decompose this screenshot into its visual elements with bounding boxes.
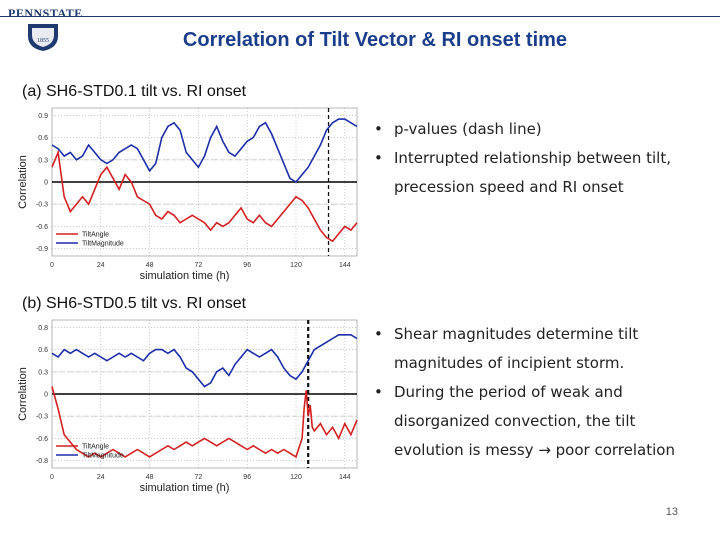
bullet-item: Shear magnitudes determine tilt magnitud… (372, 320, 702, 378)
bullet-item: During the period of weak and disorganiz… (372, 378, 702, 465)
series-line-tiltmagnitude (51, 334, 358, 388)
y-tick-label: -0.9 (36, 246, 48, 253)
bullet-item: p-values (dash line) (372, 115, 702, 144)
correlation-chart-a: (a) SH6-STD0.1 tilt vs. RI onset 0 24 48 72 9… (10, 78, 365, 288)
legend-entry: TiltMagnitude (82, 241, 124, 248)
x-tick-label: 24 (97, 262, 105, 269)
legend-entry: TiltAngle (82, 232, 109, 239)
x-tick-label: 72 (195, 474, 203, 481)
x-tick-label: 120 (290, 474, 302, 481)
bullet-list-bottom: Shear magnitudes determine tilt magnitud… (372, 320, 702, 465)
slide-title: Correlation of Tilt Vector & RI onset ti… (182, 29, 568, 51)
y-tick-label: -0.3 (36, 202, 48, 209)
y-tick-label: -0.3 (36, 414, 48, 421)
legend-entry: TiltMagnitude (82, 453, 124, 460)
chart-title: (b) SH6-STD0.5 tilt vs. RI onset (22, 295, 247, 312)
y-tick-label: -0.6 (36, 436, 48, 443)
y-tick-label: -0.8 (36, 458, 48, 465)
correlation-chart-b: (b) SH6-STD0.5 tilt vs. RI onset 0 24 48 72 9… (10, 290, 365, 500)
y-tick-label: 0.9 (38, 113, 48, 120)
shield-icon: 1855 (28, 24, 58, 51)
y-tick-label: 0 (44, 180, 48, 187)
x-tick-label: 48 (146, 474, 154, 481)
x-tick-label: 0 (50, 474, 54, 481)
x-tick-label: 96 (243, 262, 251, 269)
y-tick-label: 0.8 (38, 325, 48, 332)
logo-wordmark: PENNSTATE (8, 6, 83, 20)
x-tick-label: 24 (97, 474, 105, 481)
series-line-tiltangle (51, 386, 358, 459)
slide-number: 13 (665, 506, 678, 518)
y-tick-label: 0.6 (38, 347, 48, 354)
y-tick-label: -0.6 (36, 224, 48, 231)
y-tick-label: 0 (44, 392, 48, 399)
x-axis-label: simulation time (h) (140, 482, 230, 494)
x-axis-label: simulation time (h) (140, 270, 230, 282)
series-line-tiltmagnitude (51, 118, 358, 184)
chart-a-svg: (a) SH6-STD0.1 tilt vs. RI onset 0 24 48 72 9… (17, 83, 358, 282)
x-tick-label: 120 (290, 262, 302, 269)
x-tick-label: 0 (50, 262, 54, 269)
pennstate-logo: PENNSTATE 1855 (4, 2, 104, 58)
x-tick-label: 144 (339, 474, 351, 481)
x-tick-label: 48 (146, 262, 154, 269)
x-tick-label: 72 (195, 262, 203, 269)
legend-entry: TiltAngle (82, 444, 109, 451)
logo-year: 1855 (37, 38, 49, 44)
y-axis-label: Correlation (17, 155, 29, 209)
slide-header: PENNSTATE 1855 Correlation of Tilt Vecto… (0, 0, 720, 60)
chart-title: (a) SH6-STD0.1 tilt vs. RI onset (22, 83, 247, 100)
y-tick-label: 0.3 (38, 369, 48, 376)
y-tick-label: 0.3 (38, 157, 48, 164)
y-tick-label: 0.6 (38, 135, 48, 142)
x-tick-label: 144 (339, 262, 351, 269)
header-rule (0, 16, 720, 17)
y-axis-label: Correlation (17, 367, 29, 421)
bullet-item: Interrupted relationship between tilt, p… (372, 144, 702, 202)
chart-b-svg: (b) SH6-STD0.5 tilt vs. RI onset 0 24 48 72 9… (17, 295, 358, 494)
bullet-list-top: p-values (dash line) Interrupted relatio… (372, 115, 702, 202)
series-line-tiltangle (51, 149, 358, 243)
x-tick-label: 96 (243, 474, 251, 481)
